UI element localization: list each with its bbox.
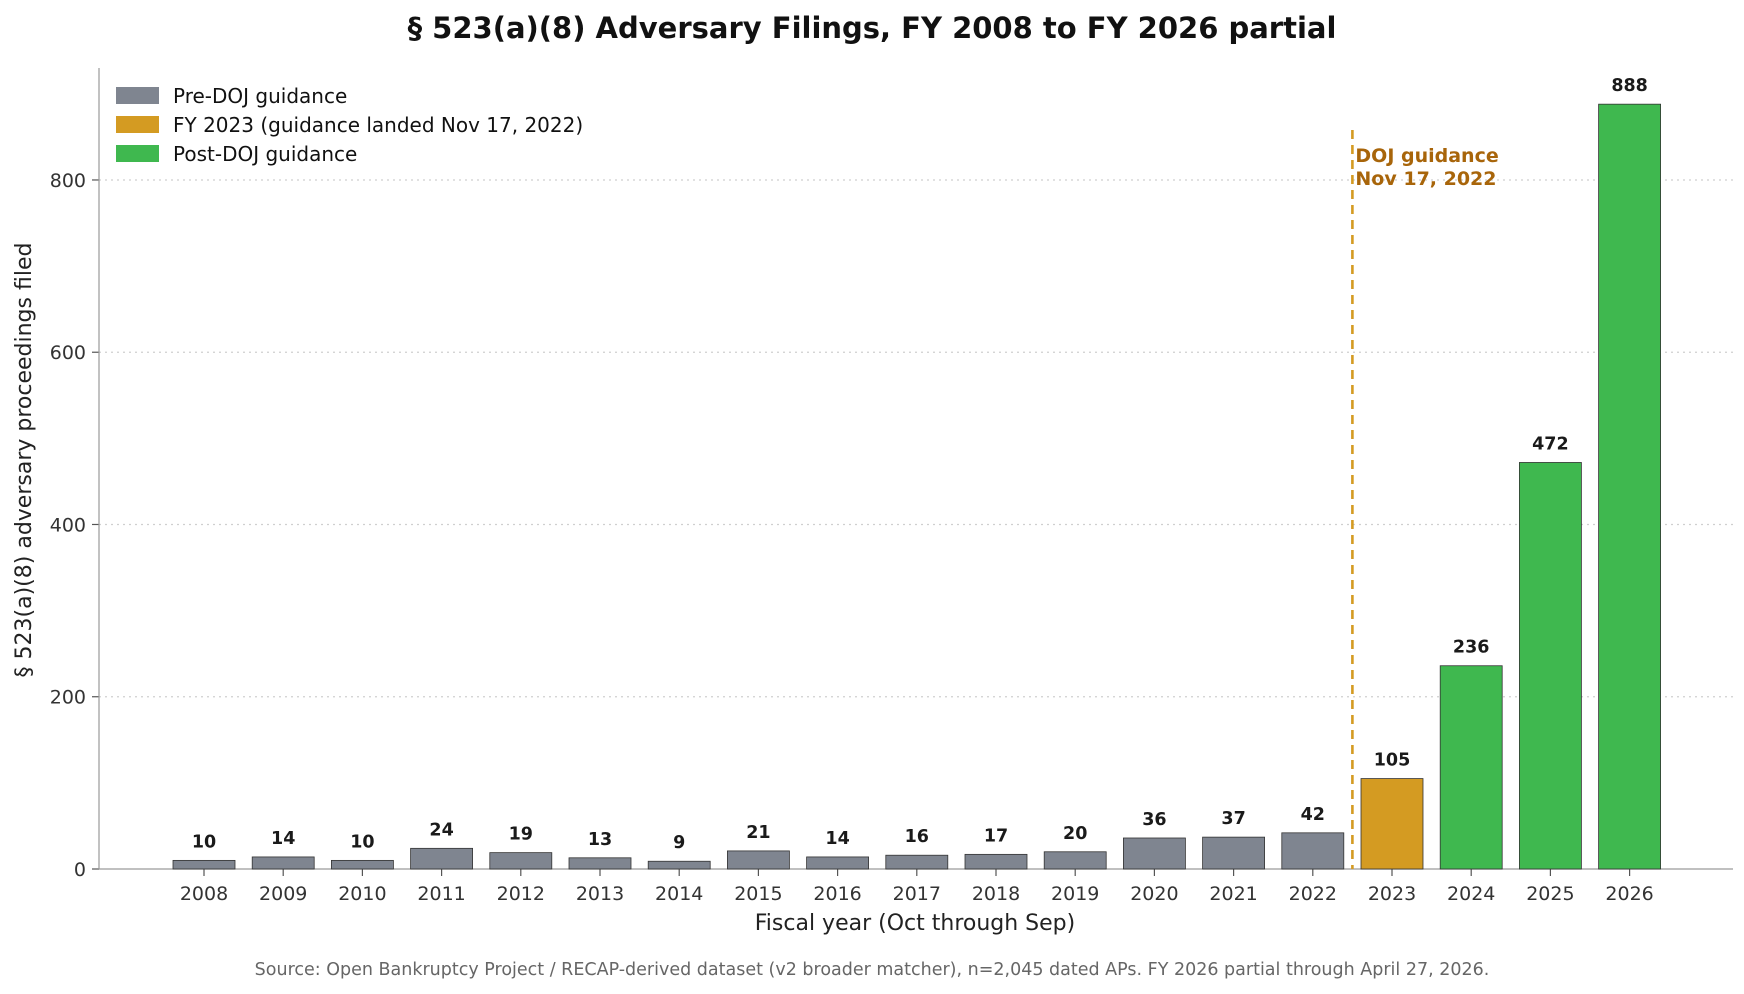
y-axis-label: § 523(a)(8) adversary proceedings filed — [12, 243, 37, 678]
data-label-2021: 37 — [1221, 809, 1245, 829]
bar-2012 — [489, 852, 553, 870]
data-label-2012: 19 — [509, 825, 533, 845]
y-tick-label: 800 — [50, 170, 86, 192]
data-label-2008: 10 — [192, 832, 216, 852]
bar-2011 — [410, 847, 474, 870]
legend-label-pre: Pre-DOJ guidance — [173, 84, 347, 108]
bar-2008 — [172, 859, 236, 870]
data-label-2024: 236 — [1453, 638, 1490, 658]
y-tick-label: 400 — [50, 514, 86, 536]
data-label-2022: 42 — [1301, 805, 1325, 825]
data-label-2015: 21 — [746, 823, 770, 843]
x-tick-label-2020: 2020 — [1130, 883, 1178, 905]
bar-2013 — [568, 857, 632, 870]
data-label-2019: 20 — [1063, 824, 1087, 844]
data-label-2009: 14 — [271, 829, 295, 849]
data-label-2018: 17 — [984, 826, 1008, 846]
legend: Pre-DOJ guidance FY 2023 (guidance landed… — [116, 84, 583, 166]
legend-swatch-post — [116, 145, 159, 162]
x-tick-label-2008: 2008 — [180, 883, 228, 905]
bar-2017 — [885, 854, 949, 870]
x-tick-label-2010: 2010 — [338, 883, 386, 905]
chart-title: § 523(a)(8) Adversary Filings, FY 2008 t… — [408, 11, 1337, 45]
data-label-2017: 16 — [905, 827, 929, 847]
x-axis-label: Fiscal year (Oct through Sep) — [755, 911, 1075, 936]
guidance-annotation-text: DOJ guidance — [1355, 145, 1498, 167]
y-tick-label: 200 — [50, 687, 86, 709]
bar-2023 — [1360, 778, 1424, 870]
data-label-2010: 10 — [350, 832, 374, 852]
x-tick-label-2015: 2015 — [734, 883, 782, 905]
data-label-2011: 24 — [429, 820, 453, 840]
x-tick-label-2011: 2011 — [417, 883, 465, 905]
guidance-annotation-text: Nov 17, 2022 — [1355, 168, 1496, 190]
data-label-2016: 14 — [825, 829, 849, 849]
data-label-2014: 9 — [673, 833, 685, 853]
x-tick-label-2022: 2022 — [1289, 883, 1337, 905]
bar-2026 — [1598, 103, 1661, 870]
data-label-2020: 36 — [1142, 810, 1166, 830]
x-tick-label-2026: 2026 — [1605, 883, 1653, 905]
bar-2019 — [1043, 851, 1107, 870]
y-tick-label: 600 — [50, 342, 86, 364]
bar-2024 — [1439, 665, 1503, 870]
legend-label-post: Post-DOJ guidance — [173, 142, 357, 166]
source-note: Source: Open Bankruptcy Project / RECAP-… — [255, 960, 1490, 980]
x-tick-label-2012: 2012 — [497, 883, 545, 905]
bar-2015 — [727, 850, 790, 870]
legend-label-fy2023: FY 2023 (guidance landed Nov 17, 2022) — [173, 113, 583, 137]
bar-2021 — [1202, 836, 1265, 870]
bars: 10 14 10 24 19 13 9 21 14 16 17 20 36 37 42 105 236 472 88… — [172, 76, 1661, 870]
bar-2020 — [1123, 837, 1186, 870]
x-tick-label-2021: 2021 — [1209, 883, 1257, 905]
x-tick-label-2016: 2016 — [813, 883, 861, 905]
data-label-2025: 472 — [1532, 434, 1569, 454]
x-tick-label-2013: 2013 — [576, 883, 624, 905]
bar-2009 — [251, 856, 315, 870]
x-tick-label-2024: 2024 — [1447, 883, 1495, 905]
x-tick-label-2025: 2025 — [1526, 883, 1574, 905]
x-tick-label-2018: 2018 — [972, 883, 1020, 905]
bar-2016 — [806, 856, 869, 870]
bar-2014 — [647, 860, 711, 870]
x-tick-label-2009: 2009 — [259, 883, 307, 905]
x-tick-label-2017: 2017 — [893, 883, 941, 905]
bar-2018 — [964, 853, 1028, 870]
legend-swatch-fy2023 — [116, 116, 159, 133]
gridlines — [99, 179, 1733, 698]
x-tick-label-2019: 2019 — [1051, 883, 1099, 905]
data-label-2023: 105 — [1374, 751, 1411, 771]
x-tick-label-2023: 2023 — [1368, 883, 1416, 905]
bar-2022 — [1281, 832, 1345, 870]
data-label-2026: 888 — [1611, 76, 1648, 96]
y-tick-label: 0 — [74, 859, 86, 881]
bar-2010 — [330, 859, 394, 870]
x-tick-label-2014: 2014 — [655, 883, 703, 905]
data-label-2013: 13 — [588, 830, 612, 850]
legend-swatch-pre — [116, 87, 159, 104]
bar-2025 — [1519, 462, 1582, 870]
